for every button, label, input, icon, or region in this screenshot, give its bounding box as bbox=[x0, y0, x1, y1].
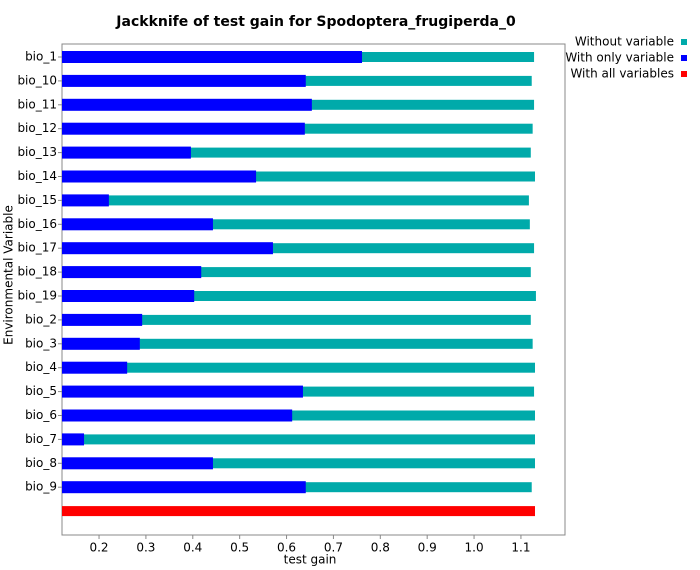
legend-swatch bbox=[681, 39, 687, 45]
y-tick-label: bio_5 bbox=[25, 384, 57, 398]
x-tick-label: 0.3 bbox=[136, 541, 155, 555]
bar bbox=[62, 433, 85, 446]
y-tick-label: bio_8 bbox=[25, 456, 57, 470]
chart-title: Jackknife of test gain for Spodoptera_fr… bbox=[115, 14, 516, 30]
x-tick-label: 1.1 bbox=[511, 541, 530, 555]
bar bbox=[62, 290, 195, 302]
bar bbox=[62, 291, 536, 301]
y-tick-label: bio_2 bbox=[25, 312, 57, 326]
bar bbox=[62, 434, 535, 445]
x-tick-label: 0.4 bbox=[183, 541, 202, 555]
y-tick-label: bio_4 bbox=[25, 360, 57, 374]
bar bbox=[62, 267, 531, 278]
bar bbox=[62, 458, 535, 469]
bar bbox=[62, 481, 306, 494]
y-tick-label: bio_15 bbox=[17, 193, 57, 207]
bar bbox=[62, 195, 529, 206]
bar bbox=[62, 337, 140, 350]
y-tick-label: bio_3 bbox=[25, 336, 57, 350]
y-tick-label: bio_19 bbox=[17, 289, 57, 303]
x-tick-label: 0.9 bbox=[418, 541, 437, 555]
y-tick-label: bio_12 bbox=[17, 121, 57, 135]
y-tick-label: bio_14 bbox=[17, 169, 57, 183]
bar bbox=[62, 147, 531, 158]
x-axis-label: test gain bbox=[284, 553, 337, 567]
y-tick-label: bio_18 bbox=[17, 265, 57, 279]
legend-label: With all variables bbox=[570, 67, 674, 81]
bar bbox=[62, 362, 535, 373]
bar bbox=[62, 122, 305, 135]
bar bbox=[62, 338, 533, 349]
legend-label: With only variable bbox=[565, 51, 674, 65]
y-tick-label: bio_6 bbox=[25, 408, 57, 422]
bar bbox=[62, 243, 535, 254]
y-tick-label: bio_7 bbox=[25, 432, 57, 446]
y-tick-label: bio_11 bbox=[17, 97, 57, 111]
bar bbox=[62, 170, 257, 183]
bar bbox=[62, 409, 293, 422]
y-tick-label: bio_9 bbox=[25, 480, 57, 494]
y-tick-label: bio_16 bbox=[17, 217, 57, 231]
y-tick-label: bio_17 bbox=[17, 241, 57, 255]
y-tick-label: bio_10 bbox=[17, 73, 57, 87]
x-tick-label: 0.2 bbox=[89, 541, 108, 555]
bar bbox=[62, 218, 213, 231]
x-tick-label: 0.7 bbox=[324, 541, 343, 555]
bar bbox=[62, 385, 303, 398]
legend-label: Without variable bbox=[575, 35, 674, 49]
x-tick-label: 0.5 bbox=[230, 541, 249, 555]
y-tick-label: bio_13 bbox=[17, 145, 57, 159]
legend-swatch bbox=[681, 55, 687, 61]
x-tick-label: 0.8 bbox=[371, 541, 390, 555]
bar bbox=[62, 361, 128, 374]
bar bbox=[62, 242, 273, 255]
bar bbox=[62, 313, 143, 326]
bar bbox=[62, 410, 535, 421]
y-tick-label: bio_1 bbox=[25, 50, 57, 64]
y-axis-label: Environmental Variable bbox=[2, 205, 16, 345]
bar bbox=[62, 194, 109, 207]
bar bbox=[62, 146, 191, 159]
x-tick-label: 0.6 bbox=[277, 541, 296, 555]
bar bbox=[62, 506, 535, 517]
bar bbox=[62, 171, 535, 182]
x-tick-label: 1.0 bbox=[465, 541, 484, 555]
bar bbox=[62, 51, 363, 63]
bar bbox=[62, 314, 531, 325]
bar bbox=[62, 74, 306, 87]
bar bbox=[62, 98, 312, 111]
legend-swatch bbox=[681, 71, 687, 77]
bar bbox=[62, 219, 530, 230]
bar bbox=[62, 457, 213, 470]
bar bbox=[62, 266, 202, 279]
